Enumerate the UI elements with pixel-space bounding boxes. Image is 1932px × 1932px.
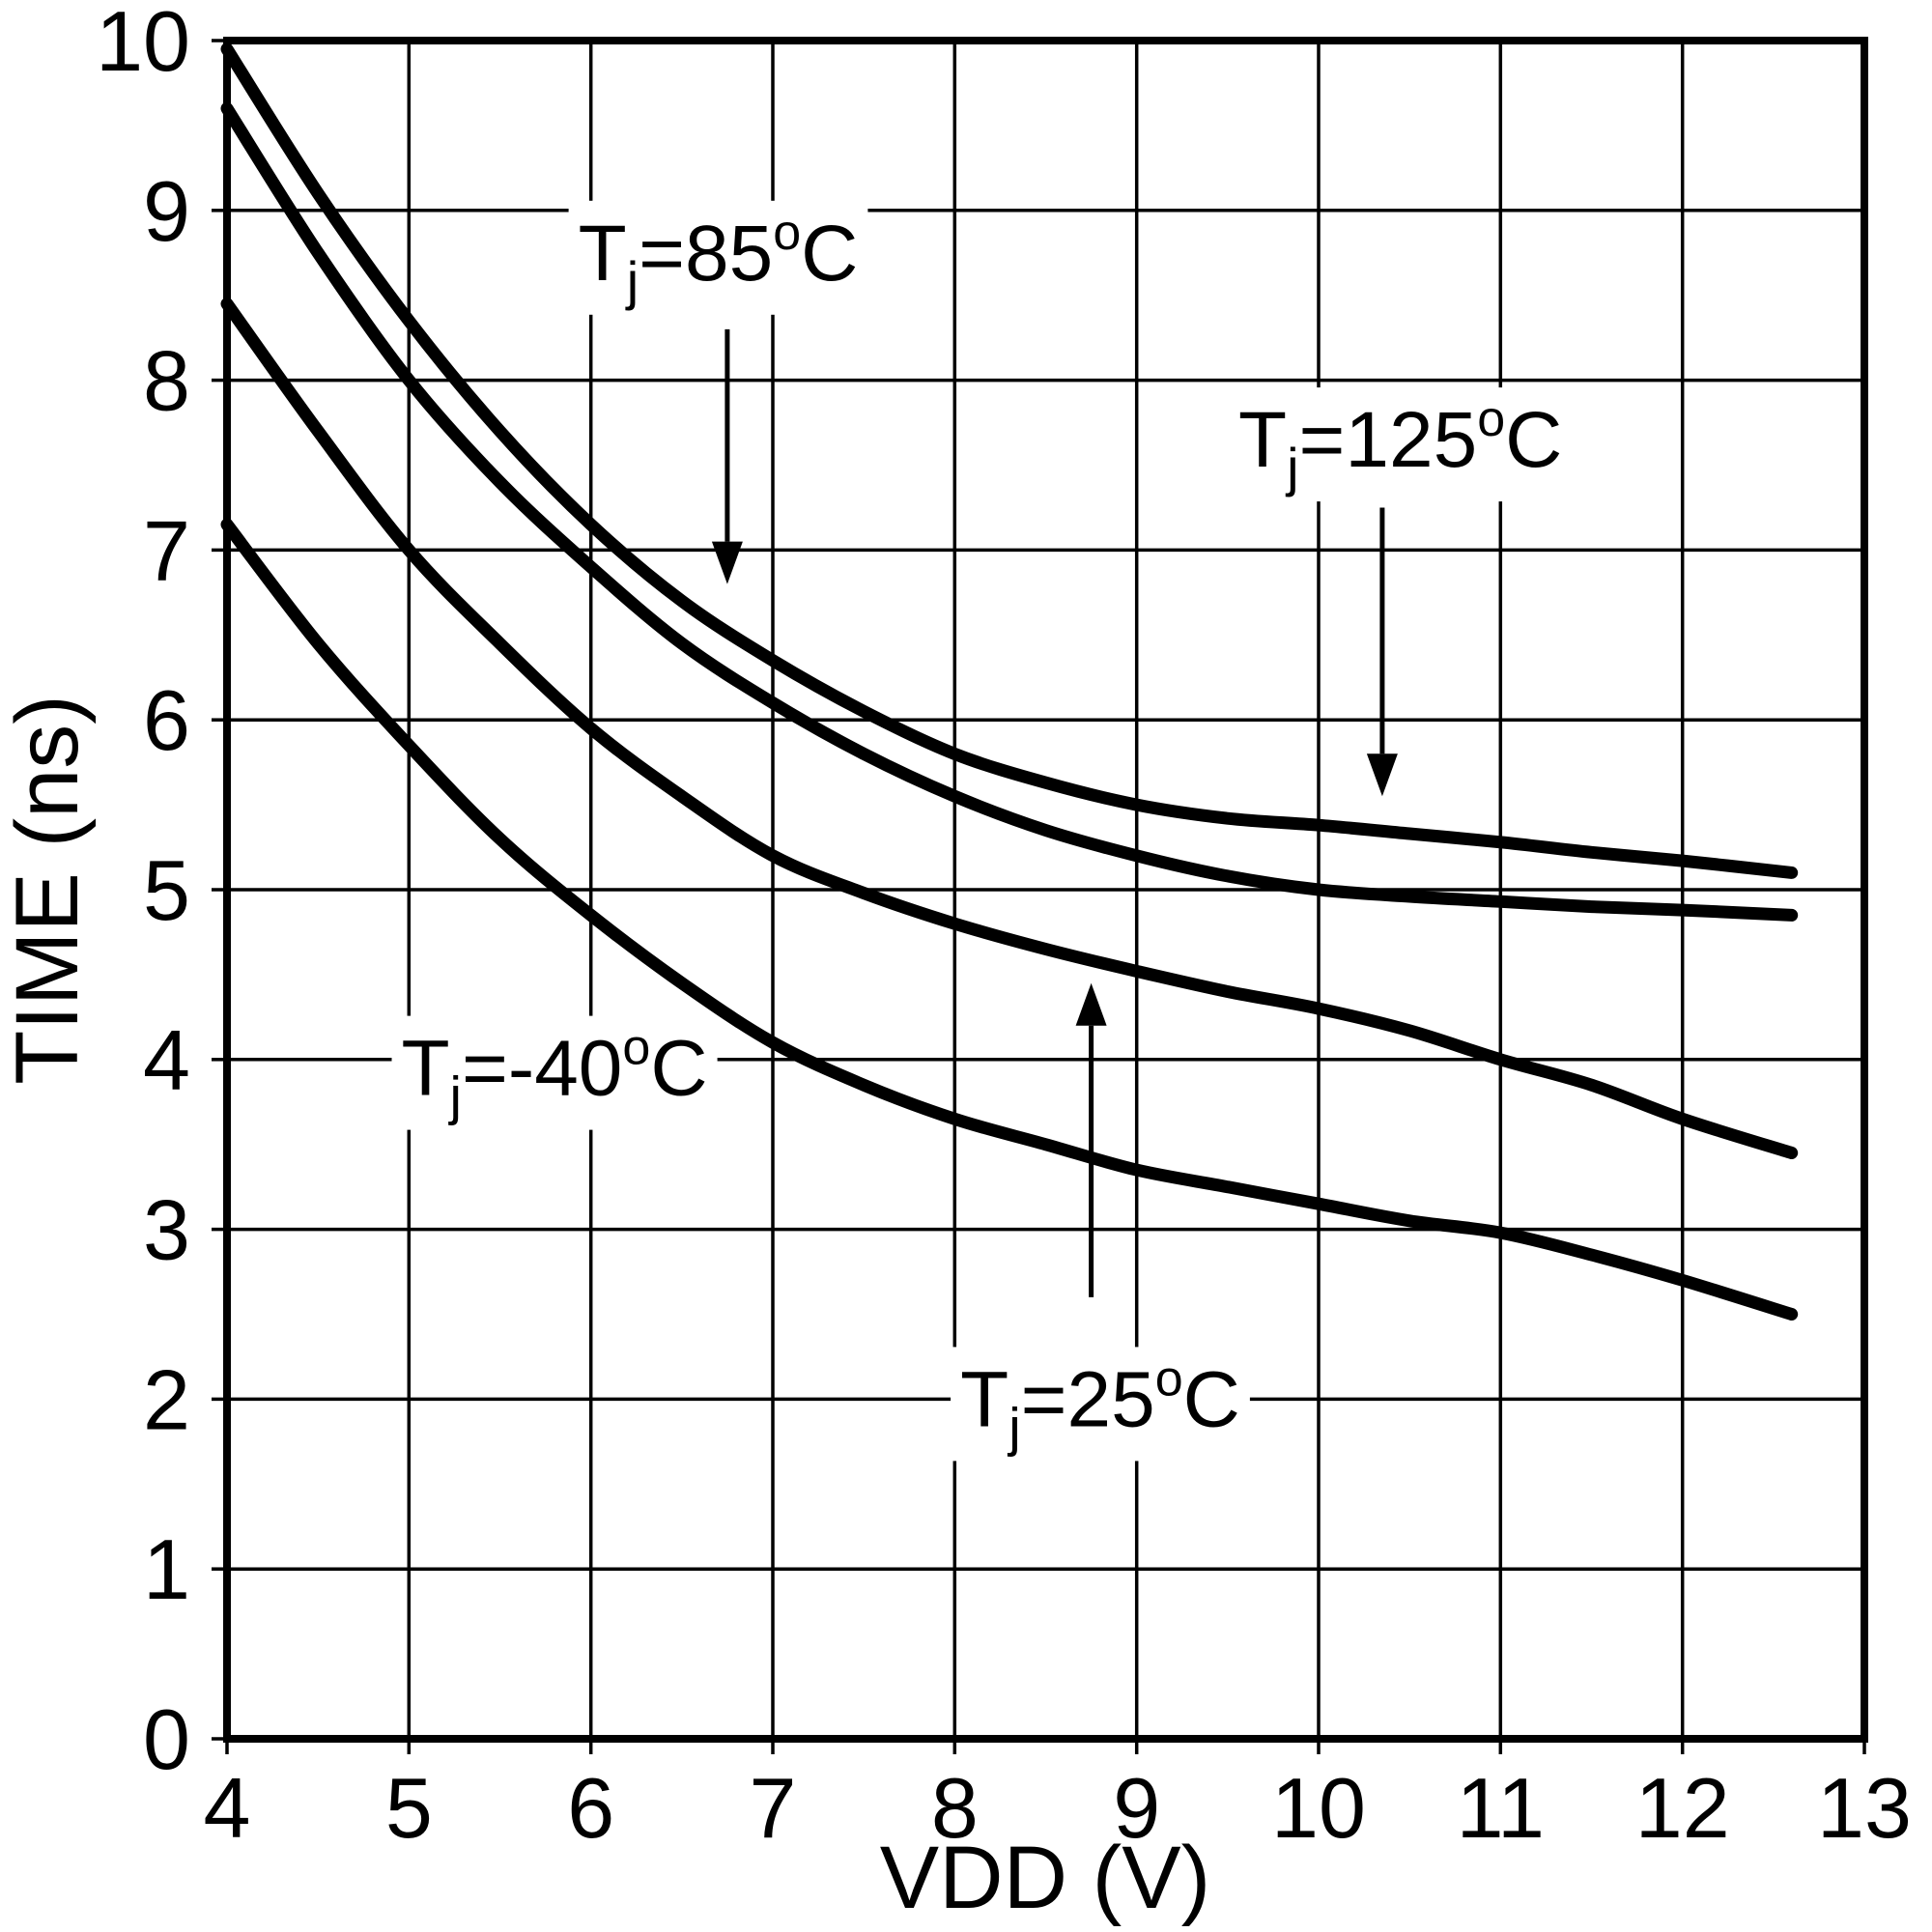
y-tick-label: 0	[143, 1691, 190, 1787]
series-line-tj-125-c	[220, 43, 1799, 879]
annotation-arrow-head	[1075, 982, 1107, 1026]
y-tick-label: 3	[143, 1182, 190, 1278]
x-tick-label: 6	[567, 1760, 614, 1856]
annotation-label-background	[391, 1015, 718, 1130]
plot-frame	[223, 37, 1868, 1743]
y-tick-label: 4	[143, 1012, 190, 1108]
y-tick-label: 2	[143, 1351, 190, 1447]
y-tick-label: 6	[143, 672, 190, 768]
x-tick-label: 9	[1113, 1760, 1160, 1856]
annotation-label: Tj=125oC	[1238, 391, 1562, 497]
annotation-label-background	[951, 1347, 1250, 1462]
annotation-label: Tj=85oC	[579, 205, 859, 311]
annotation-label-background	[1229, 387, 1573, 502]
annotation-label: Tj=25oC	[960, 1350, 1240, 1457]
x-tick-label: 8	[931, 1760, 979, 1856]
y-tick-label: 7	[143, 502, 190, 598]
annotation-label-background	[568, 200, 868, 315]
x-tick-label: 7	[750, 1760, 797, 1856]
y-axis-title: TIME (ns)	[0, 695, 97, 1085]
x-axis-title: VDD (V)	[880, 1829, 1210, 1927]
x-tick-label: 12	[1635, 1760, 1730, 1856]
annotation: Tj=-40oC	[391, 1015, 718, 1130]
x-tick-label: 4	[204, 1760, 251, 1856]
x-tick-label: 5	[385, 1760, 433, 1856]
annotation-label: Tj=-40oC	[401, 1020, 707, 1126]
y-tick-label: 9	[143, 163, 190, 259]
series-line-tj-85-c	[220, 101, 1799, 922]
annotation: Tj=25oC	[951, 982, 1250, 1462]
y-tick-label: 10	[96, 0, 190, 89]
x-tick-label: 10	[1271, 1760, 1366, 1856]
series-line-tj--40-c	[220, 518, 1799, 1321]
annotation: Tj=85oC	[568, 200, 868, 584]
x-tick-label: 13	[1817, 1760, 1912, 1856]
plot-area: 4 5 6 7 8 9 10 11 12 13012345678910Tj=85oCTj=125o…	[96, 0, 1912, 1856]
y-tick-label: 5	[143, 842, 190, 938]
annotation-arrow-head	[711, 541, 743, 584]
series-line-tj-25-c	[220, 298, 1799, 1159]
annotation: Tj=125oC	[1229, 387, 1573, 797]
x-tick-label: 11	[1457, 1760, 1545, 1856]
y-tick-label: 8	[143, 333, 190, 429]
annotation-arrow-head	[1366, 753, 1398, 797]
y-tick-label: 1	[143, 1521, 190, 1617]
